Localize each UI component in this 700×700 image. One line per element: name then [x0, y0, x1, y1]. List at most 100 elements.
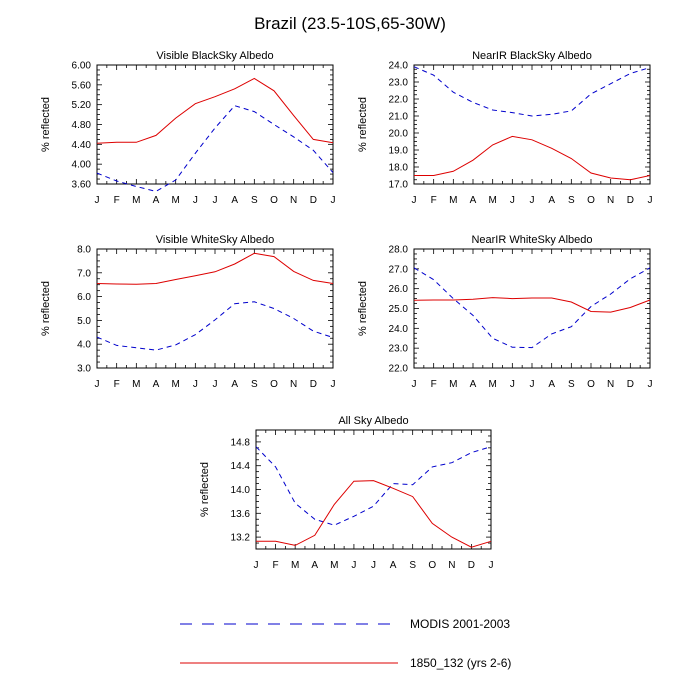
x-tick-label: S: [251, 195, 258, 206]
x-tick-label: A: [311, 560, 318, 571]
x-tick-label: N: [290, 379, 297, 390]
x-tick-label: J: [95, 195, 100, 206]
x-tick-label: M: [488, 195, 496, 206]
y-tick-label: 23.0: [389, 78, 409, 89]
x-tick-label: M: [449, 379, 457, 390]
model-series-line: [96, 252, 334, 285]
x-tick-label: N: [607, 195, 614, 206]
x-tick-label: J: [331, 379, 336, 390]
x-tick-label: J: [530, 379, 535, 390]
y-tick-label: 3.0: [77, 364, 91, 375]
y-tick-label: 14.0: [231, 485, 251, 496]
y-tick-label: 6.0: [77, 292, 91, 303]
legend-modis-label: MODIS 2001-2003: [410, 617, 510, 631]
x-tick-label: A: [231, 379, 238, 390]
x-tick-label: M: [330, 560, 338, 571]
x-tick-label: F: [431, 379, 437, 390]
model-series-line: [413, 297, 651, 313]
x-tick-label: J: [510, 379, 515, 390]
x-tick-label: S: [568, 379, 575, 390]
x-tick-label: O: [270, 379, 278, 390]
x-tick-label: A: [470, 379, 477, 390]
x-tick-label: A: [548, 379, 555, 390]
modis-series-line: [96, 105, 334, 192]
x-tick-label: J: [489, 560, 494, 571]
x-tick-label: F: [431, 195, 437, 206]
model-series-line: [96, 77, 334, 144]
plot-frame: [255, 429, 492, 550]
y-axis-label: % reflected: [40, 97, 52, 152]
y-axis-label: % reflected: [40, 281, 52, 336]
x-tick-label: M: [449, 195, 457, 206]
y-tick-label: 21.0: [389, 112, 409, 123]
x-tick-label: D: [627, 195, 634, 206]
y-tick-label: 4.0: [77, 340, 91, 351]
y-tick-label: 8.0: [77, 245, 91, 256]
x-tick-label: F: [114, 379, 120, 390]
modis-series-line: [96, 301, 334, 351]
x-tick-label: J: [193, 379, 198, 390]
y-tick-label: 22.0: [389, 95, 409, 106]
x-tick-label: J: [213, 195, 218, 206]
y-tick-label: 4.80: [72, 120, 92, 131]
y-tick-label: 19.0: [389, 146, 409, 157]
x-tick-label: N: [607, 379, 614, 390]
y-tick-label: 24.0: [389, 61, 409, 72]
x-tick-label: J: [412, 379, 417, 390]
x-tick-label: N: [290, 195, 297, 206]
y-tick-label: 17.0: [389, 180, 409, 191]
x-tick-label: J: [213, 379, 218, 390]
panel-title: Visible BlackSky Albedo: [156, 50, 273, 62]
y-axis-label: % reflected: [357, 97, 369, 152]
panel-title: Visible WhiteSky Albedo: [156, 234, 274, 246]
y-tick-label: 4.00: [72, 160, 92, 171]
x-tick-label: M: [171, 379, 179, 390]
x-tick-label: J: [371, 560, 376, 571]
y-tick-label: 3.60: [72, 180, 92, 191]
x-tick-label: D: [310, 195, 317, 206]
figure-title: Brazil (23.5-10S,65-30W): [254, 14, 446, 33]
x-tick-label: S: [568, 195, 575, 206]
plot-frame: [413, 248, 651, 369]
x-tick-label: F: [273, 560, 279, 571]
modis-series-line: [413, 267, 651, 349]
y-tick-label: 5.0: [77, 316, 91, 327]
y-axis-label: % reflected: [357, 281, 369, 336]
x-tick-label: M: [171, 195, 179, 206]
y-tick-label: 14.4: [231, 461, 251, 472]
legend-model-label: 1850_132 (yrs 2-6): [410, 656, 511, 670]
chart-panel-2: J F M A M J J A S O N D J17.018.019.020.021.022.023.…: [357, 50, 653, 206]
y-tick-label: 25.0: [389, 304, 409, 315]
x-tick-label: J: [331, 195, 336, 206]
x-tick-label: A: [153, 379, 160, 390]
x-tick-label: A: [390, 560, 397, 571]
x-tick-label: A: [153, 195, 160, 206]
x-tick-label: O: [270, 195, 278, 206]
x-tick-label: J: [648, 195, 653, 206]
y-tick-label: 5.60: [72, 80, 92, 91]
x-tick-label: M: [488, 379, 496, 390]
panel-title: All Sky Albedo: [338, 415, 408, 427]
x-tick-label: M: [132, 195, 140, 206]
model-series-line: [256, 480, 492, 548]
y-tick-label: 5.20: [72, 100, 92, 111]
panel-title: NearIR BlackSky Albedo: [472, 50, 592, 62]
x-tick-label: D: [310, 379, 317, 390]
x-tick-label: O: [428, 560, 436, 571]
x-tick-label: J: [351, 560, 356, 571]
x-tick-label: J: [254, 560, 259, 571]
x-tick-label: M: [132, 379, 140, 390]
x-tick-label: J: [648, 379, 653, 390]
modis-series-line: [255, 446, 492, 526]
chart-panel-4: J F M A M J J A S O N D J22.023.024.025.026.027.028.…: [357, 234, 653, 390]
legend: MODIS 2001-2003 1850_132 (yrs 2-6): [180, 617, 511, 670]
modis-series-line: [413, 66, 651, 117]
x-tick-label: M: [291, 560, 299, 571]
panel-title: NearIR WhiteSky Albedo: [471, 234, 592, 246]
x-tick-label: J: [412, 195, 417, 206]
y-tick-label: 18.0: [389, 163, 409, 174]
plot-frame: [96, 64, 334, 185]
plot-frame: [96, 248, 334, 369]
model-series-line: [414, 135, 651, 181]
